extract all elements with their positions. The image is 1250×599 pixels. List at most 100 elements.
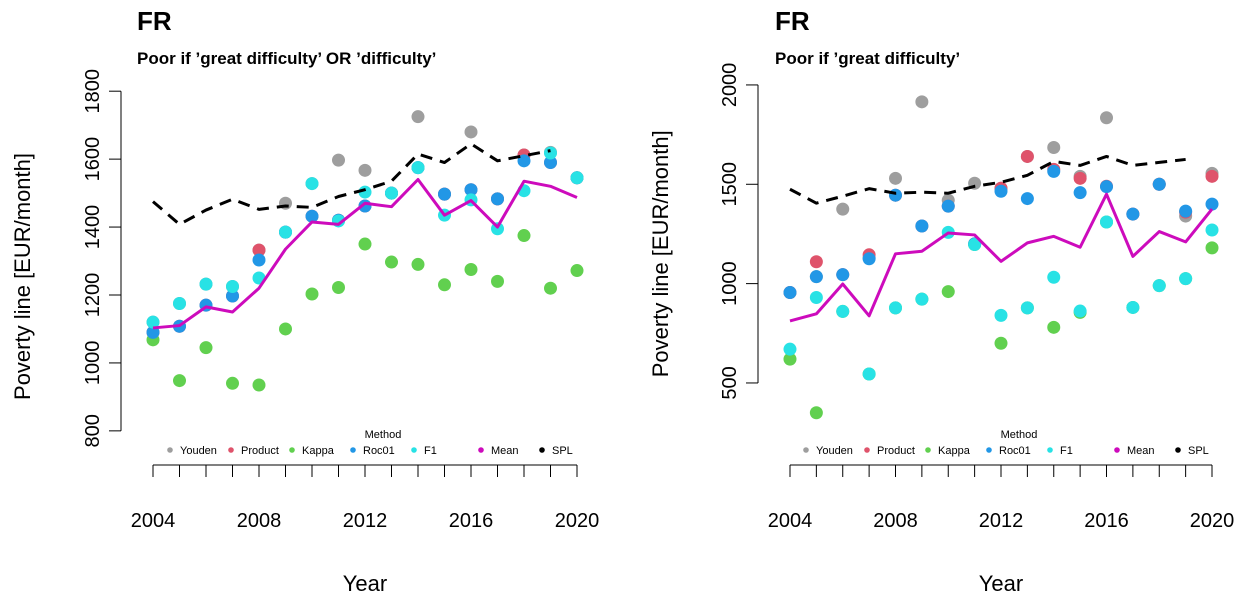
line bbox=[789, 192, 1214, 323]
dashed-line bbox=[789, 154, 1186, 205]
data-point bbox=[1152, 279, 1166, 293]
data-point bbox=[544, 146, 557, 160]
data-point bbox=[968, 237, 982, 251]
data-point bbox=[783, 342, 797, 356]
data-point bbox=[305, 287, 319, 301]
data-point bbox=[411, 110, 425, 124]
data-point bbox=[1020, 149, 1034, 163]
legend-marker bbox=[925, 447, 931, 453]
data-point bbox=[411, 257, 425, 271]
data-point bbox=[199, 341, 213, 355]
y-axis-title: Poverty line [EUR/month] bbox=[10, 153, 35, 400]
y-tick-label: 2000 bbox=[719, 63, 741, 108]
data-point bbox=[252, 378, 266, 392]
x-tick-label: 2016 bbox=[449, 510, 494, 532]
legend-marker bbox=[167, 447, 173, 453]
y-tick-label: 500 bbox=[719, 366, 741, 399]
data-point bbox=[809, 255, 823, 269]
legend-marker bbox=[411, 447, 417, 453]
data-point bbox=[570, 264, 584, 278]
legend-label: Youden bbox=[180, 445, 217, 457]
chart-subtitle: Poor if ’great difficulty’ bbox=[775, 49, 960, 68]
data-point bbox=[1073, 171, 1087, 185]
data-point bbox=[252, 243, 266, 257]
data-point bbox=[941, 199, 955, 213]
data-point bbox=[1100, 111, 1114, 125]
data-point bbox=[491, 192, 504, 206]
y-tick-label: 1600 bbox=[82, 137, 104, 182]
legend-marker bbox=[478, 447, 484, 453]
data-point bbox=[915, 95, 929, 109]
data-point bbox=[411, 161, 425, 175]
legend-label: Kappa bbox=[938, 445, 971, 457]
x-tick-label: 2008 bbox=[873, 510, 918, 532]
legend-label: Roc01 bbox=[363, 445, 395, 457]
data-point bbox=[809, 270, 823, 284]
data-point bbox=[305, 177, 319, 191]
data-point bbox=[305, 209, 319, 223]
data-point bbox=[1205, 223, 1219, 237]
data-point bbox=[464, 125, 478, 139]
data-point bbox=[862, 252, 876, 266]
data-point bbox=[1047, 141, 1061, 155]
data-point bbox=[915, 219, 929, 233]
data-point bbox=[173, 374, 186, 388]
legend-marker bbox=[864, 447, 870, 453]
y-axis-title: Poverty line [EUR/month] bbox=[648, 130, 673, 377]
y-tick-label: 1000 bbox=[719, 261, 741, 306]
data-point bbox=[332, 281, 345, 295]
y-tick-label: 1200 bbox=[82, 273, 104, 318]
legend-marker bbox=[350, 447, 356, 453]
data-point bbox=[279, 225, 292, 239]
legend-label: F1 bbox=[1060, 445, 1073, 457]
x-tick-label: 2020 bbox=[555, 510, 600, 532]
data-point bbox=[358, 185, 372, 199]
data-point bbox=[1126, 207, 1140, 221]
legend-label: Roc01 bbox=[999, 445, 1031, 457]
legend-marker bbox=[1175, 447, 1181, 453]
data-point bbox=[464, 263, 478, 277]
y-tick-label: 800 bbox=[82, 414, 104, 447]
data-point bbox=[994, 308, 1008, 322]
data-point bbox=[888, 301, 902, 315]
data-point bbox=[279, 322, 292, 336]
legend-label: Product bbox=[241, 445, 279, 457]
legend-marker bbox=[803, 447, 809, 453]
data-point bbox=[1047, 270, 1061, 284]
data-point bbox=[226, 289, 239, 303]
legend-label: F1 bbox=[424, 445, 437, 457]
y-tick-label: 1800 bbox=[82, 69, 104, 114]
data-point bbox=[1205, 169, 1219, 183]
data-point bbox=[385, 255, 398, 269]
legend-marker bbox=[1114, 447, 1120, 453]
data-point bbox=[836, 304, 850, 318]
data-point bbox=[491, 274, 504, 288]
data-point bbox=[783, 352, 797, 366]
x-tick-label: 2012 bbox=[979, 510, 1024, 532]
data-point bbox=[836, 268, 850, 282]
data-point bbox=[1100, 180, 1114, 194]
data-point bbox=[146, 315, 160, 329]
legend-marker bbox=[1047, 447, 1053, 453]
legend-label: SPL bbox=[552, 445, 573, 457]
data-point bbox=[1047, 320, 1061, 334]
data-point bbox=[994, 336, 1008, 350]
legend-label: SPL bbox=[1188, 445, 1209, 457]
data-point bbox=[836, 202, 850, 216]
y-tick-label: 1500 bbox=[719, 162, 741, 207]
data-point bbox=[252, 253, 266, 267]
data-point bbox=[544, 281, 557, 295]
x-tick-label: 2008 bbox=[237, 510, 282, 532]
data-point bbox=[1073, 186, 1087, 200]
data-point bbox=[1020, 192, 1034, 206]
y-tick-label: 1400 bbox=[82, 205, 104, 250]
chart-title: FR bbox=[775, 6, 810, 36]
x-tick-label: 2012 bbox=[343, 510, 388, 532]
x-tick-label: 2016 bbox=[1084, 510, 1129, 532]
data-point bbox=[438, 278, 451, 292]
x-tick-label: 2004 bbox=[768, 510, 813, 532]
data-point bbox=[783, 286, 797, 300]
data-point bbox=[544, 156, 557, 170]
data-point bbox=[358, 163, 372, 177]
data-point bbox=[809, 406, 823, 420]
